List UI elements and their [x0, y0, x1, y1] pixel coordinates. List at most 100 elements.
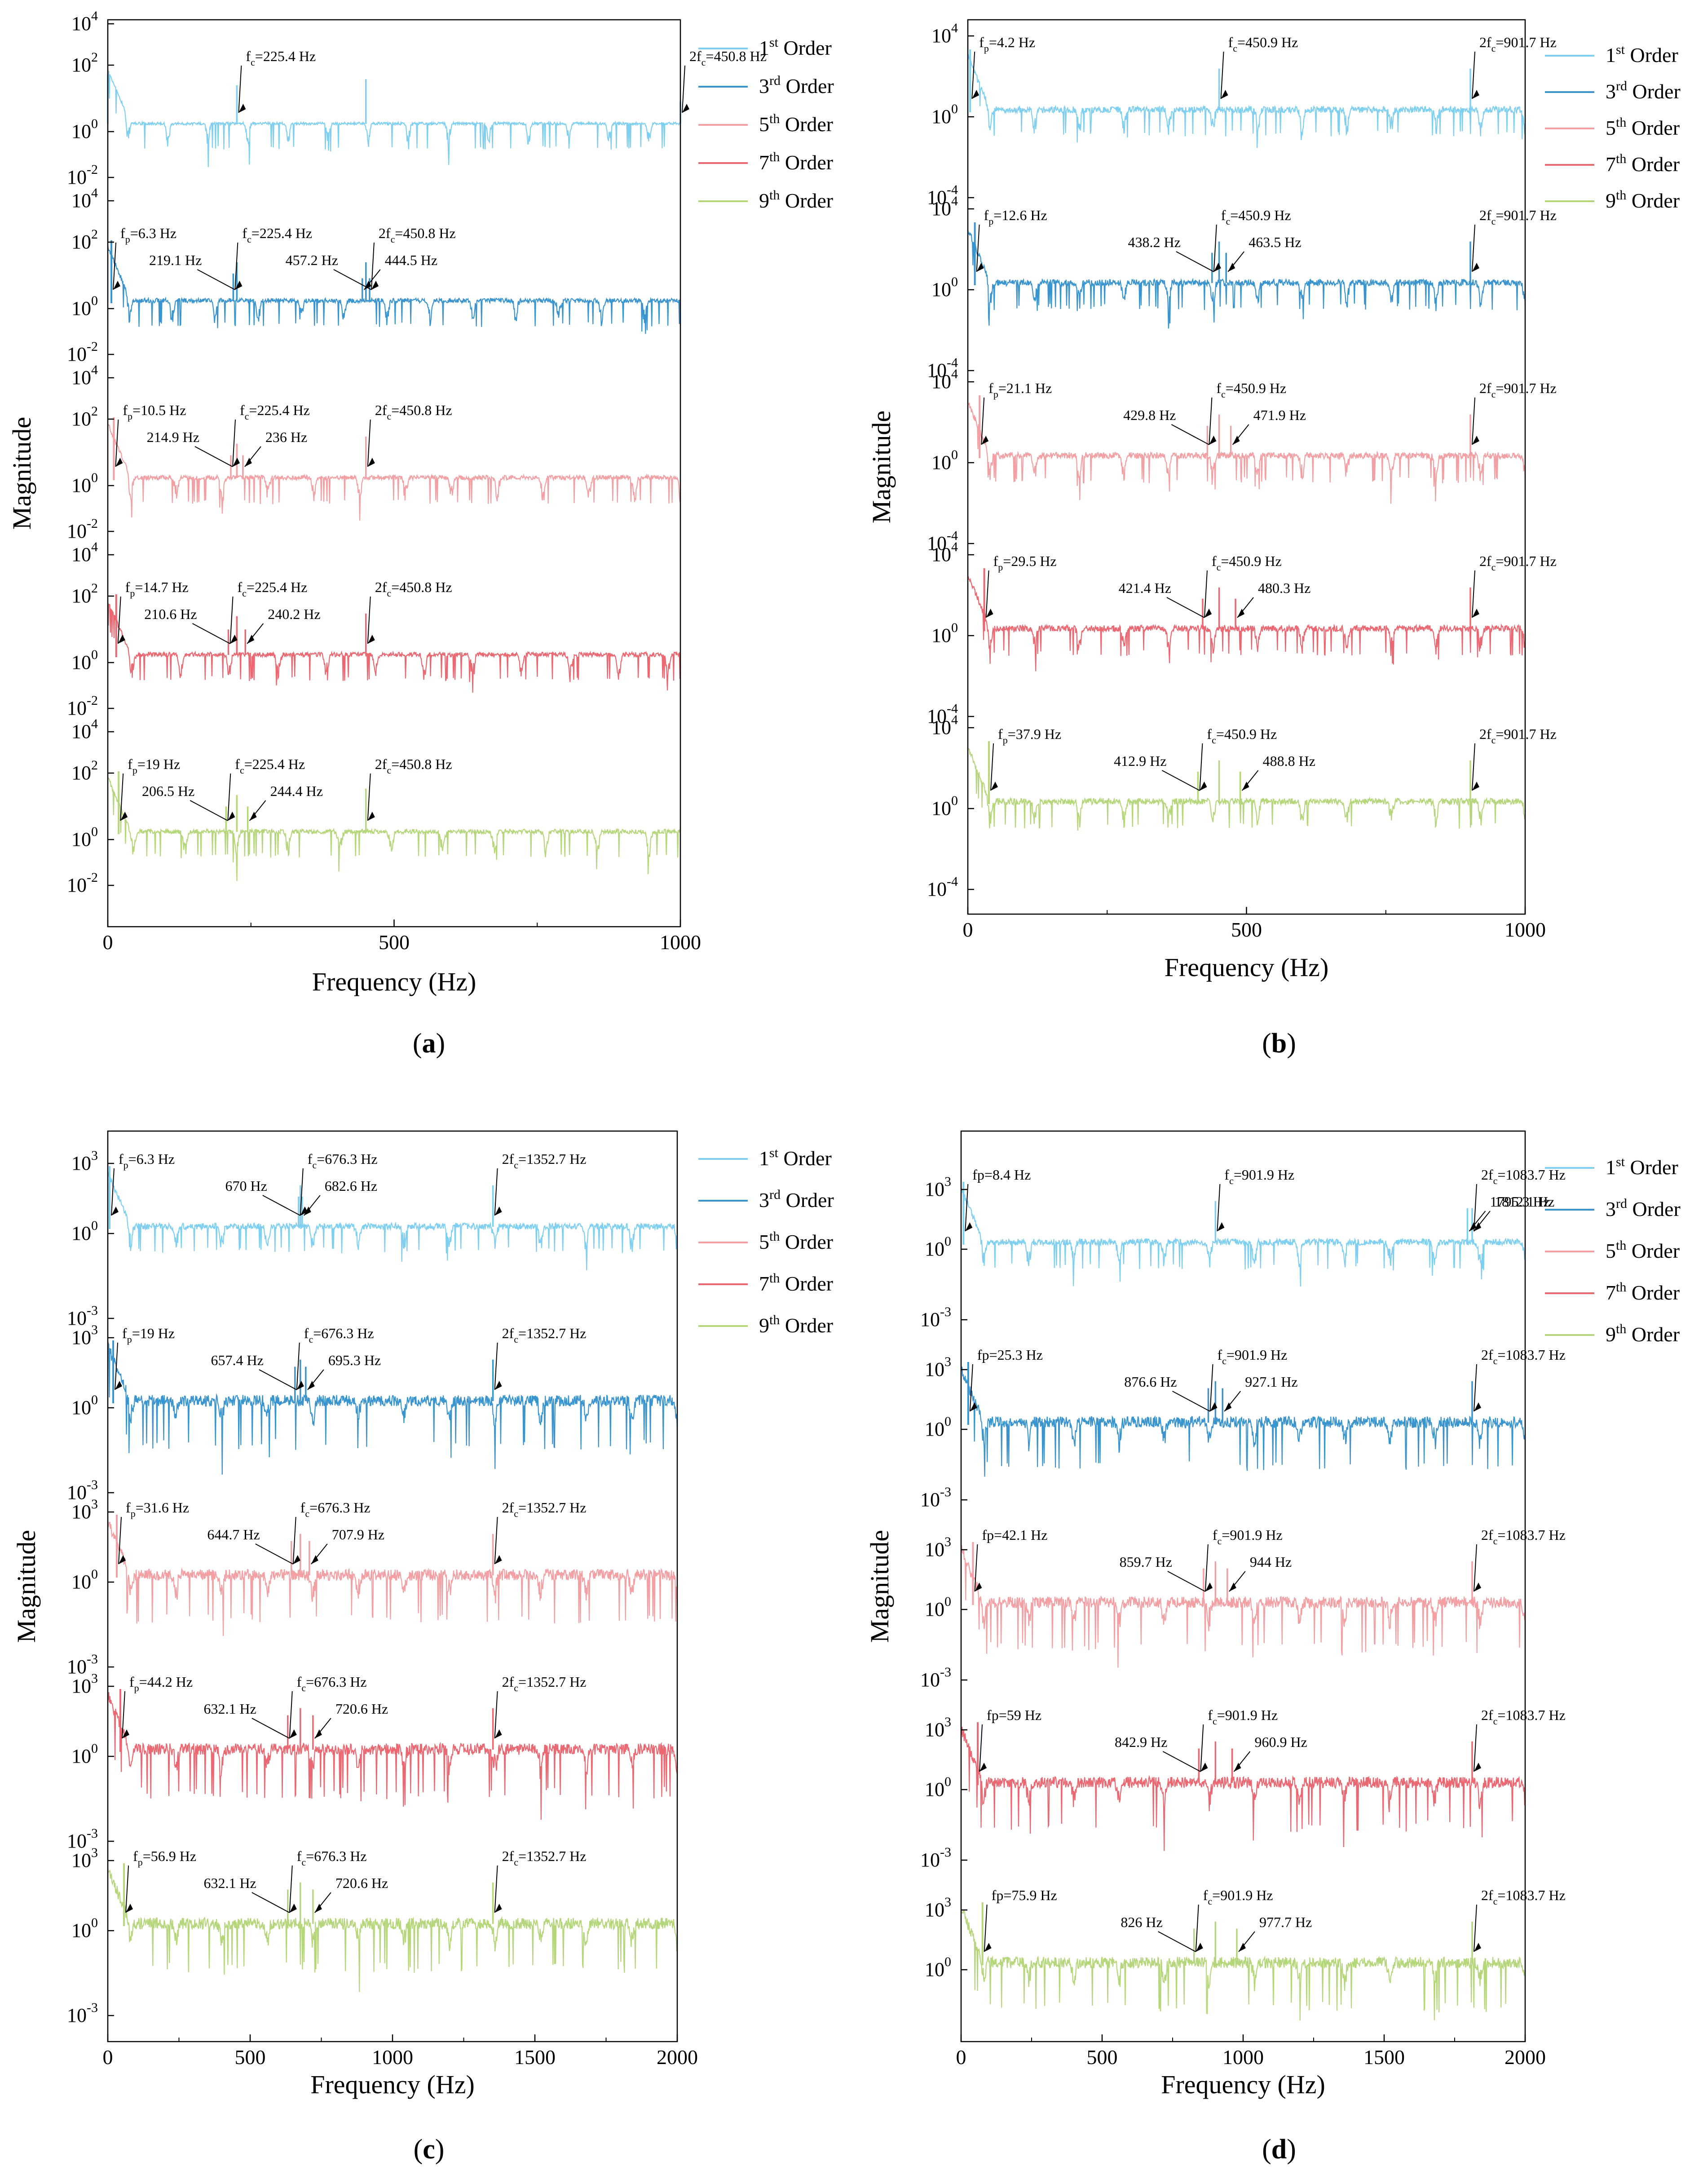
y-tick-base: 10 — [71, 120, 91, 142]
annotation-arrow — [125, 1865, 129, 1913]
annotation-prefix: 2f — [1479, 34, 1491, 50]
peak-annotation: 2fc=450.8 Hz — [375, 402, 452, 422]
y-tick-base: 10 — [920, 1309, 940, 1331]
annotation-prefix: f — [133, 1848, 138, 1864]
annotation-arrow — [974, 1544, 978, 1592]
y-tick-exponent: 4 — [951, 21, 958, 35]
x-tick-label: 500 — [1231, 918, 1262, 941]
y-tick-base: 10 — [71, 721, 91, 743]
legend-ordinal-suffix: th — [1616, 1322, 1626, 1336]
y-tick-label: 104 — [71, 539, 98, 566]
y-tick-base: 10 — [67, 1481, 87, 1503]
y-tick-base: 10 — [71, 1222, 91, 1244]
x-axis-label: Frequency (Hz) — [310, 2070, 475, 2099]
series-2-trace — [961, 1366, 1526, 1477]
annotation-prefix: f — [1203, 1887, 1208, 1903]
peak-annotation: 927.1 Hz — [1245, 1374, 1297, 1390]
peak-annotation: fp=42.1 Hz — [982, 1527, 1047, 1543]
annotation-arrow — [251, 1892, 290, 1913]
y-tick-base: 10 — [71, 1745, 91, 1767]
peak-annotation: 2fc=1352.7 Hz — [502, 1848, 587, 1868]
peak-annotation: fp=37.9 Hz — [998, 726, 1061, 746]
annotation-value: 471.9 Hz — [1253, 407, 1306, 423]
annotation-value: 632.1 Hz — [203, 1701, 256, 1717]
peak-annotation: 670 Hz — [225, 1178, 267, 1194]
annotation-arrowhead — [1472, 782, 1480, 791]
peak-annotation: 2fc=1352.7 Hz — [502, 1151, 587, 1171]
y-tick-label: 100 — [925, 1594, 951, 1620]
annotation-subscript: p — [132, 765, 137, 776]
peak-annotation: 960.9 Hz — [1254, 1734, 1307, 1750]
y-tick-base: 10 — [67, 697, 87, 719]
annotation-arrow — [494, 1691, 498, 1739]
legend-order-word: Order — [780, 1314, 833, 1337]
panel-caption: (d) — [1262, 2134, 1296, 2165]
legend-order-number: 9 — [759, 189, 769, 212]
annotation-arrow — [1474, 1184, 1477, 1232]
legend-ordinal-suffix: th — [1616, 1238, 1626, 1253]
caption-paren-open: ( — [1262, 2134, 1271, 2165]
annotation-value: =901.7 Hz — [1496, 726, 1556, 742]
peak-annotation: 2fc=901.7 Hz — [1479, 34, 1557, 54]
y-tick-label: 10-2 — [67, 516, 98, 542]
legend-label: 3rd Order — [759, 1187, 834, 1211]
annotation-value: =1352.7 Hz — [518, 1499, 586, 1516]
series-3-trace — [960, 1545, 1526, 1668]
x-tick-label: 1000 — [1504, 918, 1546, 941]
y-tick-exponent: 4 — [91, 9, 98, 23]
legend-ordinal-suffix: st — [769, 1145, 779, 1160]
annotation-arrowhead — [972, 90, 979, 99]
annotation-prefix: f — [993, 553, 998, 569]
y-tick-label: 103 — [71, 1497, 98, 1523]
y-tick-label: 10-3 — [67, 1652, 98, 1678]
y-tick-exponent: 4 — [951, 367, 958, 381]
legend-order-word: Order — [780, 1230, 833, 1253]
peak-annotation: 2fc=901.7 Hz — [1479, 726, 1557, 746]
annotation-prefix: f — [240, 402, 245, 418]
peak-annotation: 720.6 Hz — [335, 1875, 388, 1891]
peak-annotation: 682.6 Hz — [325, 1178, 377, 1194]
legend-order-number: 3 — [759, 75, 769, 97]
legend-label: 7th Order — [1606, 151, 1680, 176]
y-tick-base: 10 — [920, 1669, 940, 1691]
annotation-value: =19 Hz — [137, 756, 180, 772]
annotation-subscript: c — [1493, 1715, 1498, 1727]
peak-annotation: 695.3 Hz — [328, 1352, 381, 1368]
annotation-arrowhead — [975, 1583, 982, 1592]
y-tick-exponent: -4 — [947, 355, 958, 370]
y-tick-base: 10 — [931, 371, 951, 393]
legend-order-word: Order — [1625, 44, 1678, 66]
annotation-arrowhead — [118, 635, 125, 644]
annotation-value: =901.7 Hz — [1496, 34, 1556, 50]
annotation-arrowhead — [1217, 1222, 1225, 1231]
annotation-arrowhead — [122, 1729, 130, 1738]
annotation-value: 421.4 Hz — [1119, 580, 1171, 596]
peak-annotation: fp=29.5 Hz — [993, 553, 1057, 573]
legend-label: 9th Order — [759, 1313, 833, 1337]
y-tick-exponent: -4 — [947, 701, 958, 716]
legend-label: 9th Order — [759, 188, 833, 212]
y-tick-label: 100 — [931, 620, 958, 646]
y-tick-base: 10 — [71, 297, 91, 319]
annotation-value: 859.7 Hz — [1120, 1554, 1172, 1570]
annotation-arrow — [117, 596, 121, 644]
annotation-subscript: p — [993, 389, 998, 400]
peak-annotation: 412.9 Hz — [1114, 753, 1166, 769]
annotation-subscript: c — [387, 411, 391, 422]
annotation-value: =225.4 Hz — [249, 402, 309, 418]
annotation-arrowhead — [249, 812, 257, 821]
y-tick-exponent: 0 — [91, 647, 98, 662]
legend-order-number: 5 — [759, 113, 769, 136]
legend-order-word: Order — [780, 1272, 833, 1295]
peak-annotation: fp=25.3 Hz — [977, 1347, 1043, 1363]
annotation-subscript: c — [1222, 1355, 1227, 1366]
annotation-arrow — [1220, 51, 1224, 99]
peak-annotation: fc=225.4 Hz — [235, 756, 305, 776]
y-tick-label: 104 — [71, 363, 98, 389]
peak-annotation: 944 Hz — [1250, 1554, 1292, 1570]
series-4-trace — [967, 575, 1526, 672]
annotation-subscript: c — [514, 1159, 518, 1171]
annotation-subscript: c — [1208, 1896, 1212, 1907]
annotation-arrow — [979, 1724, 983, 1772]
annotation-prefix: f — [123, 402, 128, 418]
